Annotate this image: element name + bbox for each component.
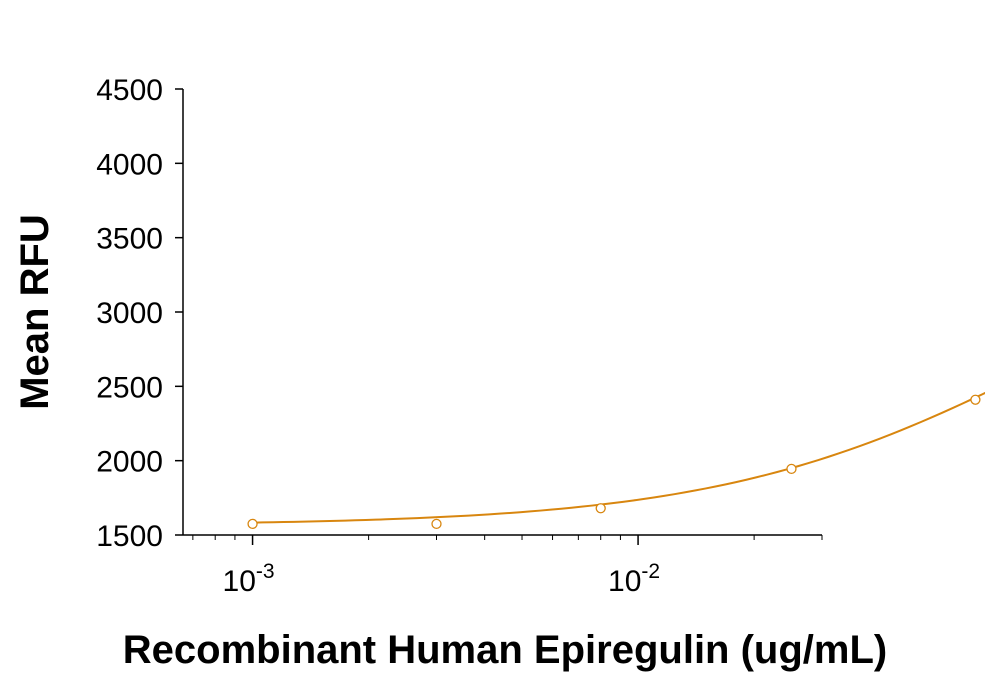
y-tick-label: 1500	[96, 520, 163, 553]
x-tick-base: 10	[223, 565, 256, 598]
y-tick-label: 3500	[96, 223, 163, 256]
x-tick-label: 10-2	[608, 560, 660, 598]
x-tick-base: 10	[608, 565, 641, 598]
fit-curve	[252, 391, 985, 524]
data-points	[247, 394, 981, 529]
y-tick-label: 4000	[96, 148, 163, 181]
x-axis-title: Recombinant Human Epiregulin (ug/mL)	[123, 628, 887, 672]
data-point	[970, 394, 981, 405]
x-axis: 10-310-210-1100101	[183, 534, 823, 598]
y-tick-label: 2000	[96, 446, 163, 479]
y-axis-title: Mean RFU	[13, 214, 57, 410]
x-tick-exponent: -3	[256, 560, 275, 583]
data-point	[595, 503, 606, 514]
fit-curve-group	[252, 391, 985, 524]
x-tick-label: 10-3	[223, 560, 275, 598]
y-axis: 1500 2000 2500 3000 3500 4000 4500	[96, 74, 184, 553]
data-point	[786, 463, 797, 474]
y-tick-label: 2500	[96, 371, 163, 404]
data-point	[431, 518, 442, 529]
y-tick-label: 3000	[96, 297, 163, 330]
data-point	[247, 518, 258, 529]
x-tick-exponent: -2	[641, 560, 660, 583]
y-tick-label: 4500	[96, 74, 163, 107]
